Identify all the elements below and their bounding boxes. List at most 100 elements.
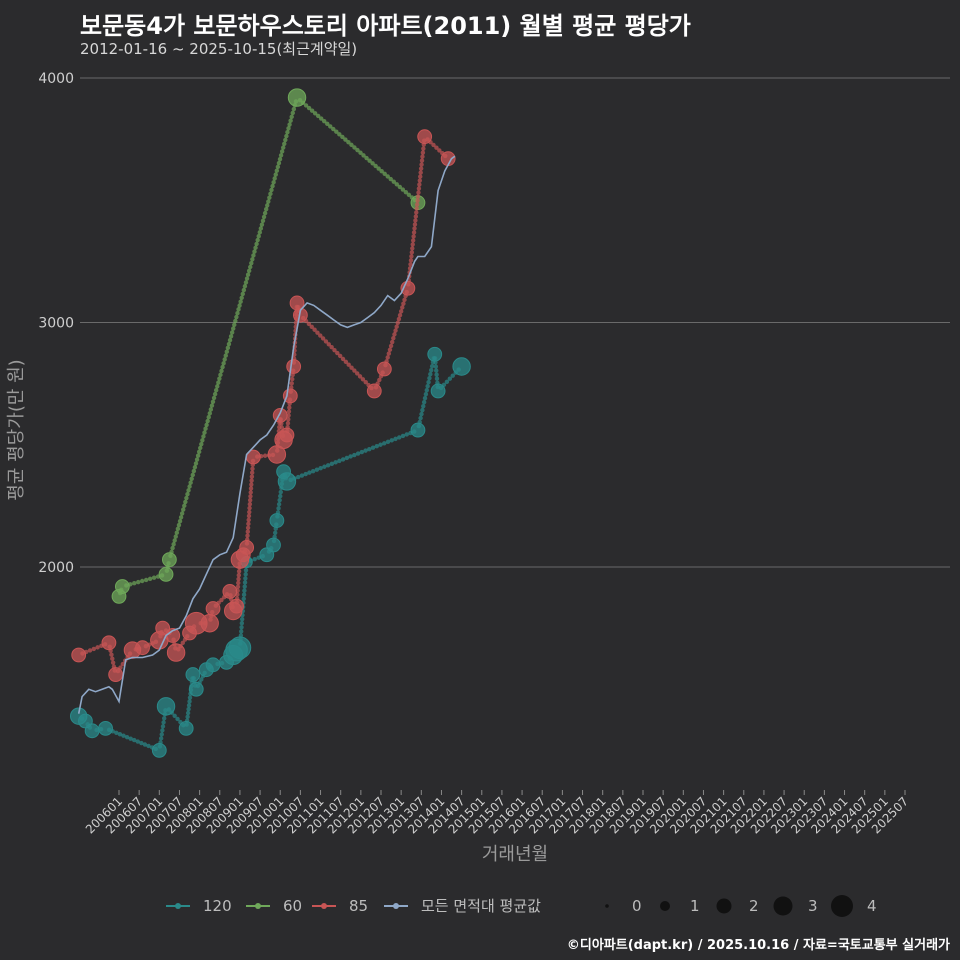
series-120-connector-dot [447,376,453,381]
series-120-connector-dot [187,695,193,700]
series-60-connector-dot [179,511,185,516]
legend-size-label-2: 2 [749,897,759,915]
series-85-connector-dot [401,301,406,306]
series-60-connector-dot [178,515,184,520]
series-120-connector-dot [241,596,246,601]
series-120-connector-dot [420,407,425,413]
series-120-connector-dot [175,716,180,722]
series-120-connector-dot [378,442,383,447]
series-85-connector-dot [337,353,343,359]
series-60-connector-dot [219,368,224,374]
chart-title: 보문동4가 보문하우스토리 아파트(2011) 월별 평균 평당가 [80,12,691,40]
series-120-point-3 [98,720,113,736]
series-120-connector-dot [242,580,248,585]
series-85-connector-dot [249,470,255,475]
series-60-connector-dot [251,253,256,258]
series-60 [111,88,426,604]
series-60-connector-dot [239,295,244,301]
series-60-connector-dot [151,575,157,580]
series-60-connector-dot [331,126,336,132]
series-60-connector-dot [282,141,287,146]
series-60-connector-dot [288,118,293,123]
series-60-connector-dot [201,434,206,439]
series-60-connector-dot [283,137,288,143]
series-60-connector-dot [220,364,225,370]
series-85-connector-dot [397,312,403,318]
series-85-connector-dot [363,380,368,385]
series-60-connector-dot [175,526,181,532]
series-85-connector-dot [409,250,415,255]
series-60-connector-dot [400,187,406,192]
series-120-connector-dot [428,372,433,377]
series-60-point-3 [161,552,177,568]
legend-marker-1 [255,903,261,909]
series-60-connector-dot [349,142,354,148]
series-85-connector-dot [417,182,422,187]
series-85-connector-dot [391,336,396,341]
series-60-connector-dot [200,438,205,443]
series-85-connector-dot [396,316,402,322]
legend-label-0: 120 [203,897,232,915]
series-85-connector-dot [249,474,255,479]
series-60-connector-dot [234,314,239,320]
series-120-connector-dot [389,438,394,443]
series-60-connector-dot [280,145,286,150]
series-85-connector-dot [246,513,252,519]
series-85-connector-dot [411,230,417,235]
series-85-connector-dot [413,214,419,219]
series-85-connector-dot [332,347,337,353]
series-85-point-11 [200,614,219,633]
series-85-point-29 [376,361,392,377]
legend-size-circle-0 [605,904,609,908]
series-120-connector-dot [199,677,204,682]
series-85-connector-dot [388,343,394,349]
series-85-connector-dot [245,529,251,534]
series-85-connector-dot [416,190,421,195]
series-60-connector-dot [216,380,221,385]
series-120-connector-dot [348,454,353,459]
series-60-connector-dot [274,168,280,173]
series-120-connector-dot [252,556,257,562]
series-120-point-6 [178,720,194,736]
series-85-connector-dot [245,525,251,530]
series-60-connector-dot [394,182,399,187]
series-60-connector-dot [223,353,228,358]
series-60-connector-dot [193,461,199,466]
series-120-point-10 [205,657,221,673]
series-120-connector-dot [159,732,164,737]
series-85-connector-dot [329,345,334,350]
series-60-connector-dot [249,260,254,266]
series-120-connector-dot [299,473,305,478]
series-120-connector-dot [397,435,402,440]
series-120-connector-dot [400,433,406,439]
series-60-connector-dot [246,268,252,274]
series-60-connector-dot [275,164,281,170]
legend-marker-0 [175,903,181,909]
series-85-connector-dot [246,517,251,523]
series-85-connector-dot [355,371,360,376]
series-60-connector-dot [391,179,396,184]
series-120-connector-dot [161,720,166,725]
series-85-point-1 [101,635,117,651]
series-120-connector-dot [185,710,191,716]
series-120-connector-dot [337,458,342,464]
series-60-connector-dot [212,391,218,397]
series-85-connector-dot [387,347,393,352]
series-85-connector-dot [421,146,426,151]
series-85-connector-dot [289,381,294,386]
series-85-connector-dot [318,333,323,338]
series-60-connector-dot [370,161,375,166]
series-60-connector-dot [303,103,309,108]
series-85-connector-dot [246,521,251,527]
series-60-connector-dot [204,422,209,428]
series-120-connector-dot [404,432,409,437]
series-60-connector-dot [170,545,175,551]
series-85-connector-dot [393,328,398,333]
series-120-connector-dot [385,439,391,445]
series-60-connector-dot [206,414,211,420]
series-60-connector-dot [266,199,271,204]
series-120-connector-dot [344,455,350,461]
series-120-connector-dot [434,368,439,373]
series-85-connector-dot [306,321,312,327]
series-120-connector-dot [172,713,177,718]
